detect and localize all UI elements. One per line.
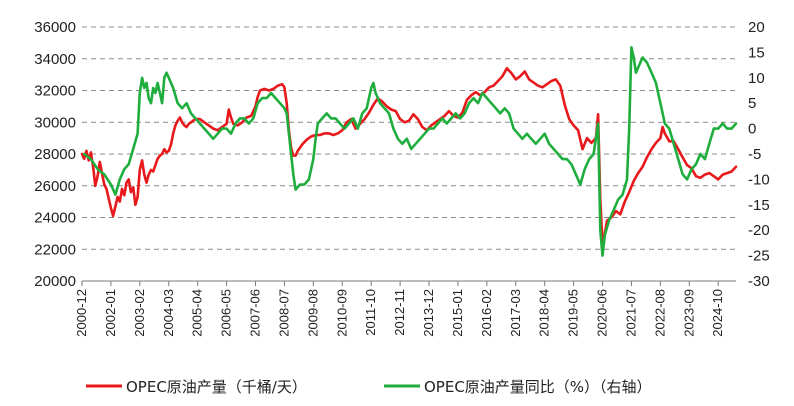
x-tick-label: 2010-09 [334,289,349,337]
left-axis-ticks: 20000 22000 24000 26000 28000 30000 32000 34000… [34,19,76,290]
x-tick-label: 2000-12 [74,289,89,337]
x-axis-ticks: 2000-12 2002-01 2003-02 2004-03 2005-04 2006-… [74,281,725,337]
left-tick-label: 22000 [34,241,76,258]
left-tick-label: 28000 [34,146,76,163]
x-tick-label: 2011-10 [363,289,378,336]
x-tick-label: 2013-12 [421,289,436,337]
legend-label-yoy: OPEC原油产量同比（%）（右轴） [424,378,652,396]
x-tick-label: 2006-05 [219,289,234,337]
x-tick-label: 2007-06 [248,289,263,337]
x-tick-label: 2022-08 [652,289,667,337]
x-tick-label: 2003-02 [132,289,147,337]
x-tick-label: 2021-07 [623,289,638,337]
left-tick-label: 34000 [34,51,76,68]
x-tick-label: 2008-07 [276,289,291,337]
gridlines [82,26,736,250]
left-tick-label: 32000 [34,83,76,100]
right-tick-label: -15 [748,197,770,214]
left-tick-label: 26000 [34,178,76,195]
right-tick-label: 15 [748,44,765,61]
right-tick-label: -10 [748,171,770,188]
series-line-production [80,67,738,245]
right-axis-ticks: -30 -25 -20 -15 -10 -5 0 5 10 15 20 [748,19,770,290]
x-tick-label: 2002-01 [103,289,118,337]
right-tick-label: -25 [748,248,770,265]
x-tick-label: 2015-01 [450,289,465,337]
x-tick-label: 2005-04 [190,289,205,337]
right-tick-label: -20 [748,222,770,239]
right-tick-label: -5 [748,146,761,163]
legend-label-production: OPEC原油产量（千桶/天） [126,378,307,396]
right-tick-label: -30 [748,273,770,290]
x-tick-label: 2019-05 [566,289,581,337]
right-tick-label: 10 [748,70,765,87]
x-tick-label: 2009-08 [305,289,320,337]
x-tick-label: 2018-04 [537,289,552,337]
x-tick-label: 2012-11 [392,289,407,336]
x-tick-label: 2024-10 [710,289,725,337]
right-tick-label: 20 [748,19,765,36]
x-tick-label: 2004-03 [161,289,176,337]
x-tick-label: 2017-03 [508,289,523,337]
right-tick-label: 5 [748,95,756,112]
left-tick-label: 20000 [34,273,76,290]
right-tick-label: 0 [748,121,756,138]
x-tick-label: 2023-09 [681,289,696,337]
x-tick-label: 2020-06 [595,289,610,337]
legend: OPEC原油产量（千桶/天） OPEC原油产量同比（%）（右轴） [86,378,652,396]
left-tick-label: 30000 [34,114,76,131]
x-tick-label: 2016-02 [479,289,494,337]
left-tick-label: 36000 [34,19,76,36]
series-line-yoy [82,46,738,257]
left-tick-label: 24000 [34,210,76,227]
series-lines [80,46,738,257]
